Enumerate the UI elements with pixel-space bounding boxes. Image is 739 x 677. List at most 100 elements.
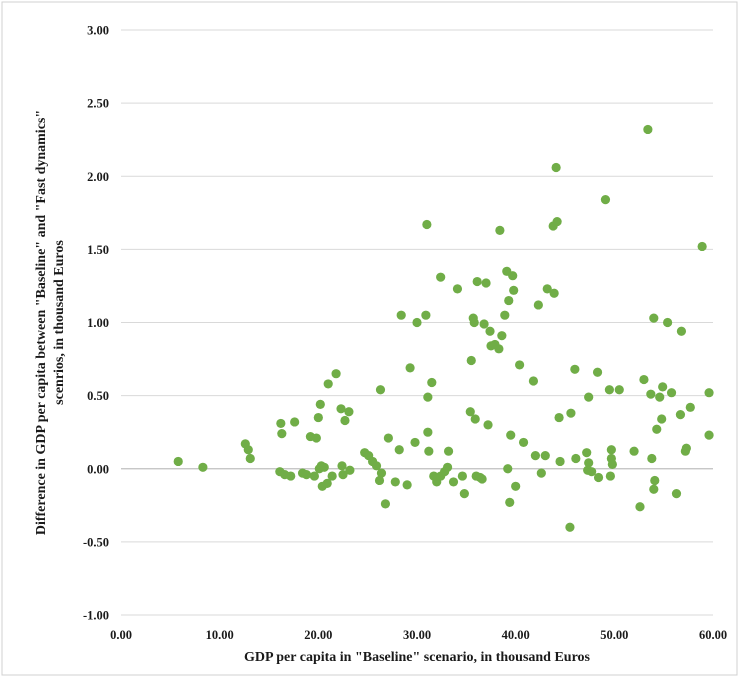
data-point [552, 216, 562, 227]
data-point [685, 402, 695, 412]
data-points [173, 124, 714, 532]
data-point [470, 414, 480, 424]
data-point [442, 462, 453, 472]
data-point [530, 450, 541, 461]
data-point [508, 271, 518, 281]
data-point [331, 369, 341, 379]
data-point [485, 326, 495, 336]
data-point [509, 285, 519, 295]
data-point [652, 424, 662, 434]
y-tick-label: -1.00 [83, 609, 109, 623]
y-tick-label: -0.50 [83, 535, 109, 549]
data-point [345, 465, 355, 475]
data-point [277, 429, 287, 439]
data-point [607, 459, 617, 469]
x-tick-label: 40.00 [502, 628, 530, 642]
data-point [639, 374, 649, 385]
data-point [422, 219, 432, 230]
data-point [528, 376, 539, 386]
data-point [549, 288, 559, 298]
y-tick-label: 3.00 [87, 24, 109, 38]
data-point [504, 295, 514, 306]
y-tick-labels: -1.00 -0.50 0.00 0.50 1.00 1.50 2.00 2.50 3.00 [83, 24, 109, 623]
data-point [327, 471, 337, 481]
data-point [647, 453, 657, 464]
data-point [323, 379, 333, 389]
data-point [479, 319, 489, 329]
data-point [646, 389, 656, 399]
data-point [319, 462, 329, 472]
data-point [383, 433, 393, 443]
data-point [336, 404, 346, 414]
data-point [396, 310, 406, 320]
y-tick-label: 0.00 [87, 462, 109, 476]
y-tick-label: 1.00 [87, 316, 109, 330]
data-point [582, 448, 592, 458]
data-point [566, 408, 576, 418]
data-point [704, 388, 714, 398]
data-point [465, 407, 475, 417]
x-tick-label: 20.00 [304, 628, 332, 642]
x-tick-label: 50.00 [600, 628, 628, 642]
data-point [666, 388, 677, 398]
data-point [421, 310, 431, 320]
data-point [649, 313, 659, 323]
data-point [469, 317, 479, 328]
data-point [518, 437, 529, 448]
data-point [635, 502, 645, 512]
data-point [344, 407, 354, 417]
data-point [649, 484, 659, 494]
data-point [309, 471, 319, 481]
data-point [587, 467, 597, 477]
data-point [173, 456, 183, 467]
data-point [655, 392, 665, 402]
data-point [680, 446, 690, 456]
data-point [584, 392, 594, 402]
data-point [481, 278, 491, 288]
data-point [301, 470, 312, 480]
y-tick-label: 0.50 [87, 389, 109, 403]
x-axis-title: GDP per capita in "Baseline" scenario, i… [244, 650, 591, 665]
x-tick-labels: 0.00 10.00 20.00 30.00 40.00 50.00 60.00 [110, 628, 727, 642]
data-point [376, 468, 387, 478]
data-point [477, 474, 487, 484]
data-point [338, 470, 348, 480]
data-point [371, 461, 382, 471]
data-point [390, 477, 400, 487]
data-point [423, 392, 433, 402]
data-point [374, 475, 385, 486]
data-point [593, 472, 604, 483]
data-point [536, 468, 546, 478]
data-point [402, 480, 412, 490]
data-point [584, 458, 594, 468]
data-point [313, 412, 323, 423]
data-point [600, 195, 611, 205]
data-point [497, 331, 507, 341]
gridlines [121, 29, 713, 616]
data-point [423, 427, 433, 437]
data-point [605, 471, 615, 481]
data-point [459, 489, 469, 499]
data-point [675, 410, 686, 420]
data-point [657, 414, 667, 424]
data-point [337, 461, 347, 471]
x-tick-label: 30.00 [403, 628, 431, 642]
data-point [555, 456, 565, 467]
data-point [676, 326, 687, 336]
data-point [629, 446, 639, 456]
data-point [410, 437, 420, 448]
data-point [495, 225, 505, 235]
data-point [340, 415, 350, 426]
x-tick-label: 60.00 [699, 628, 727, 642]
data-point [443, 446, 454, 456]
data-point [540, 450, 550, 461]
data-point [466, 355, 476, 366]
data-point [650, 475, 660, 486]
data-point [503, 464, 513, 474]
data-point [643, 124, 653, 135]
y-axis-title-line-1: Difference in GDP per capita between "Ba… [34, 110, 49, 535]
data-point [322, 478, 332, 488]
